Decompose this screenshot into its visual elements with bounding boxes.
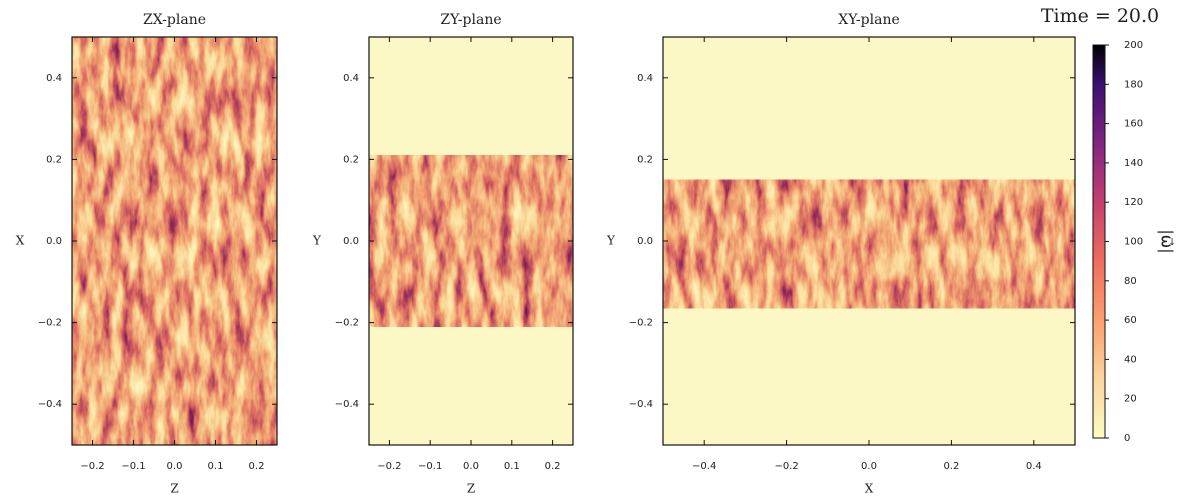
y-tick-label: −0.4 [335,399,359,410]
colorbar-tick-label: 160 [1124,119,1143,130]
x-tick-label: 0.2 [249,461,265,472]
vorticity-field [369,155,573,327]
colorbar-label: |ω⃗| [1158,229,1177,253]
x-tick-label: 0.2 [943,461,959,472]
y-axis-label: Y [606,234,616,248]
x-tick-label: −0.1 [121,461,145,472]
x-tick-label: −0.1 [418,461,442,472]
time-annotation: Time = 20.0 [1041,5,1159,27]
colorbar-tick-label: 200 [1124,40,1143,51]
x-tick-label: −0.2 [774,461,798,472]
x-axis-label: Z [170,482,178,496]
y-tick-label: 0.4 [637,73,653,84]
colorbar-tick-label: 180 [1124,79,1143,90]
y-tick-label: −0.4 [38,399,62,410]
vorticity-field [663,179,1075,309]
y-tick-label: 0.2 [343,154,359,165]
y-tick-label: 0.4 [343,73,359,84]
colorbar-tick-label: 140 [1124,158,1143,169]
panel-title: ZY-plane [440,12,501,28]
x-tick-label: −0.2 [80,461,104,472]
panel-title: XY-plane [838,12,900,28]
panel-title: ZX-plane [143,12,206,28]
y-tick-label: 0.0 [343,236,359,247]
y-tick-label: −0.2 [38,318,62,329]
x-axis-label: Z [467,482,475,496]
x-tick-label: 0.1 [504,461,520,472]
x-tick-label: 0.4 [1026,461,1042,472]
y-tick-label: −0.4 [629,399,653,410]
x-tick-label: 0.2 [545,461,561,472]
x-tick-label: 0.1 [208,461,224,472]
y-tick-label: 0.0 [637,236,653,247]
x-tick-label: −0.4 [692,461,716,472]
colorbar-tick-label: 120 [1124,197,1143,208]
x-tick-label: 0.0 [463,461,479,472]
colorbar-tick-label: 40 [1124,354,1137,365]
y-tick-label: 0.2 [637,154,653,165]
y-tick-label: −0.2 [629,318,653,329]
colorbar-tick-label: 60 [1124,315,1137,326]
colorbar-tick-label: 20 [1124,394,1137,405]
x-tick-label: 0.0 [861,461,877,472]
colorbar-tick-label: 80 [1124,276,1137,287]
y-tick-label: 0.4 [46,73,62,84]
x-tick-label: 0.0 [167,461,183,472]
colorbar-tick-label: 0 [1124,433,1130,444]
y-axis-label: X [16,234,25,248]
colorbar [1092,44,1106,439]
vorticity-field [72,37,277,445]
y-tick-label: 0.0 [46,236,62,247]
x-axis-label: X [865,482,874,496]
colorbar-tick-label: 100 [1124,237,1143,248]
y-tick-label: −0.2 [335,318,359,329]
y-tick-label: 0.2 [46,154,62,165]
x-tick-label: −0.2 [377,461,401,472]
y-axis-label: Y [312,234,322,248]
